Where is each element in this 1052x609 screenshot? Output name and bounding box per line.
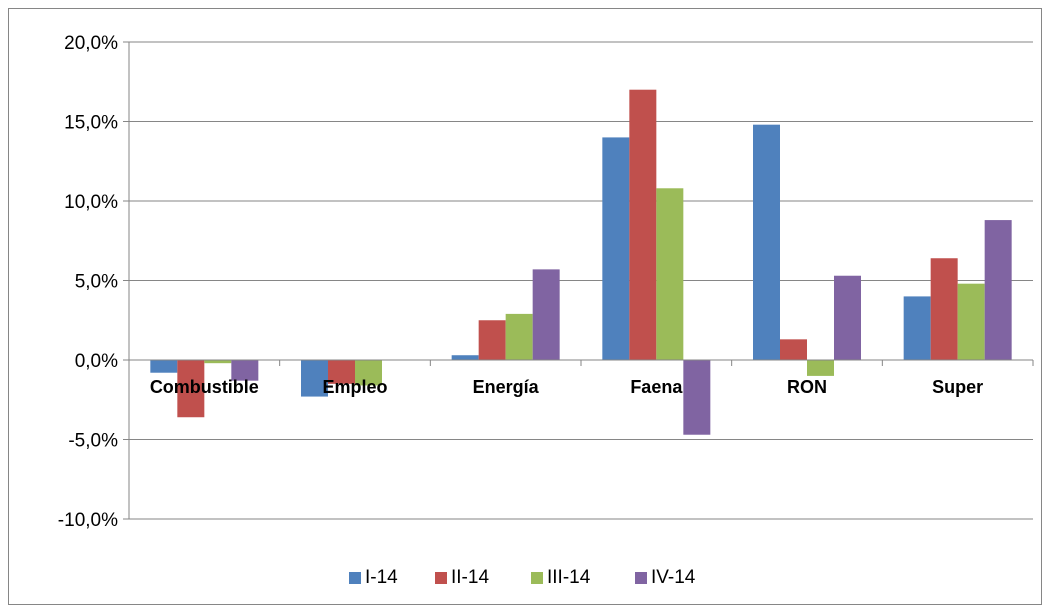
- bar-i-14-super: [903, 296, 931, 360]
- category-labels: Combustible Empleo Energía Faena RON Super: [150, 377, 983, 397]
- bar-ii-14-combustible: [177, 360, 205, 418]
- bar-iv-14-ron: [834, 275, 861, 360]
- y-tick-label: 5,0%: [75, 272, 118, 293]
- category-label: Empleo: [322, 377, 387, 397]
- category-label: Faena: [630, 377, 683, 397]
- legend-swatch: [635, 572, 647, 584]
- y-tick-label: 10,0%: [64, 192, 118, 213]
- category-label: Super: [932, 377, 983, 397]
- bar-iii-14-super: [957, 283, 985, 360]
- bar-i-14-ron: [753, 124, 780, 361]
- bar-i-14-combustible: [150, 360, 178, 373]
- y-tick-label: -5,0%: [68, 431, 118, 452]
- bars: [150, 89, 1012, 435]
- category-label: RON: [787, 377, 827, 397]
- y-axis-tick-labels: -10,0% -5,0% 0,0% 5,0% 10,0% 15,0% 20,0%: [58, 33, 118, 531]
- axes: [128, 42, 1034, 519]
- bar-iv-14-combustible: [231, 360, 259, 381]
- chart-frame: -10,0% -5,0% 0,0% 5,0% 10,0% 15,0% 20,0% Combu…: [8, 8, 1042, 605]
- bar-iii-14-combustible: [204, 360, 232, 364]
- category-label: Combustible: [150, 377, 259, 397]
- bar-i-14-faena: [602, 137, 630, 360]
- legend-label: II-14: [451, 567, 489, 588]
- bar-iv-14-super: [984, 220, 1012, 360]
- bar-iii-14-energía: [505, 313, 533, 360]
- bar-ii-14-energía: [478, 320, 506, 360]
- legend-swatch: [349, 572, 361, 584]
- bar-iii-14-faena: [656, 188, 684, 360]
- bar-iii-14-ron: [807, 360, 834, 376]
- bar-i-14-energía: [451, 355, 479, 360]
- bar-ii-14-faena: [629, 89, 657, 360]
- bar-ii-14-ron: [780, 339, 807, 360]
- legend-label: III-14: [547, 567, 591, 588]
- legend-swatch: [531, 572, 543, 584]
- category-label: Energía: [473, 377, 540, 397]
- legend-label: IV-14: [651, 567, 696, 588]
- y-tick-label: 0,0%: [75, 351, 118, 372]
- bar-ii-14-empleo: [328, 360, 355, 384]
- legend-swatch: [435, 572, 447, 584]
- y-tick-label: -10,0%: [58, 510, 118, 531]
- y-tick-label: 15,0%: [64, 113, 118, 134]
- y-tick-label: 20,0%: [64, 33, 118, 54]
- bar-iv-14-faena: [683, 360, 711, 435]
- bar-chart: -10,0% -5,0% 0,0% 5,0% 10,0% 15,0% 20,0% Combu…: [58, 33, 1034, 588]
- legend: I-14 II-14 III-14 IV-14: [349, 567, 696, 588]
- bar-iii-14-empleo: [355, 360, 382, 386]
- legend-label: I-14: [365, 567, 398, 588]
- bar-ii-14-super: [930, 258, 958, 360]
- gridlines: [123, 41, 1033, 520]
- bar-i-14-empleo: [301, 360, 328, 397]
- bar-iv-14-energía: [532, 269, 560, 360]
